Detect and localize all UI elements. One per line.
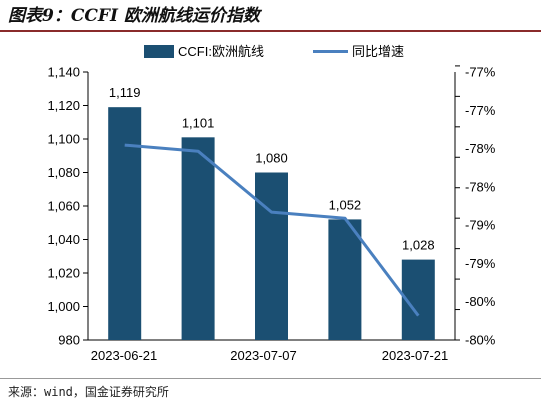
y-right-tick-label: -80%: [465, 294, 496, 309]
chart-title: 图表9：CCFI 欧洲航线运价指数: [8, 6, 260, 26]
bar: [328, 219, 362, 340]
source-divider: [0, 378, 541, 379]
bar-data-label: 1,028: [402, 238, 435, 253]
y-left-tick-label: 1,040: [47, 232, 80, 247]
bar-data-label: 1,080: [255, 151, 288, 166]
y-right-tick-label: -78%: [465, 141, 496, 156]
legend-bar-label: CCFI:欧洲航线: [178, 44, 264, 59]
source-note: 来源：wind，国金证券研究所: [8, 385, 169, 399]
y-left-tick-label: 1,100: [47, 132, 80, 147]
y-left-tick-label: 1,000: [47, 299, 80, 314]
bar-data-label: 1,052: [329, 197, 362, 212]
y-right-tick-label: -79%: [465, 218, 496, 233]
y-right-tick-label: -80%: [465, 333, 496, 348]
bar-data-label: 1,101: [182, 115, 215, 130]
chart: CCFI:欧洲航线 同比增速 980 1,000 1,020 1,040 1,060 1,08…: [47, 44, 496, 363]
legend-bar-swatch: [144, 45, 174, 58]
bar: [181, 137, 215, 340]
x-tick-label: 2023-06-21: [91, 348, 158, 363]
x-tick-label: 2023-07-07: [230, 348, 297, 363]
x-tick-label: 2023-07-21: [382, 348, 449, 363]
bar: [108, 107, 142, 340]
legend-line-label: 同比增速: [352, 44, 404, 59]
y-right-tick-label: -79%: [465, 256, 496, 271]
y-right-tick-label: -77%: [465, 65, 496, 80]
y-left-tick-label: 1,120: [47, 98, 80, 113]
y-left-tick-label: 1,080: [47, 165, 80, 180]
title-divider: [0, 30, 541, 32]
bar-data-label: 1,119: [109, 85, 141, 100]
y-right-tick-label: -78%: [465, 179, 496, 194]
y-left-tick-label: 1,020: [47, 266, 80, 281]
bar: [255, 172, 288, 340]
y-right-tick-label: -77%: [465, 103, 496, 118]
y-left-tick-label: 1,060: [47, 199, 80, 214]
y-left-tick-label: 1,140: [47, 65, 80, 80]
y-left-tick-label: 980: [58, 333, 80, 348]
